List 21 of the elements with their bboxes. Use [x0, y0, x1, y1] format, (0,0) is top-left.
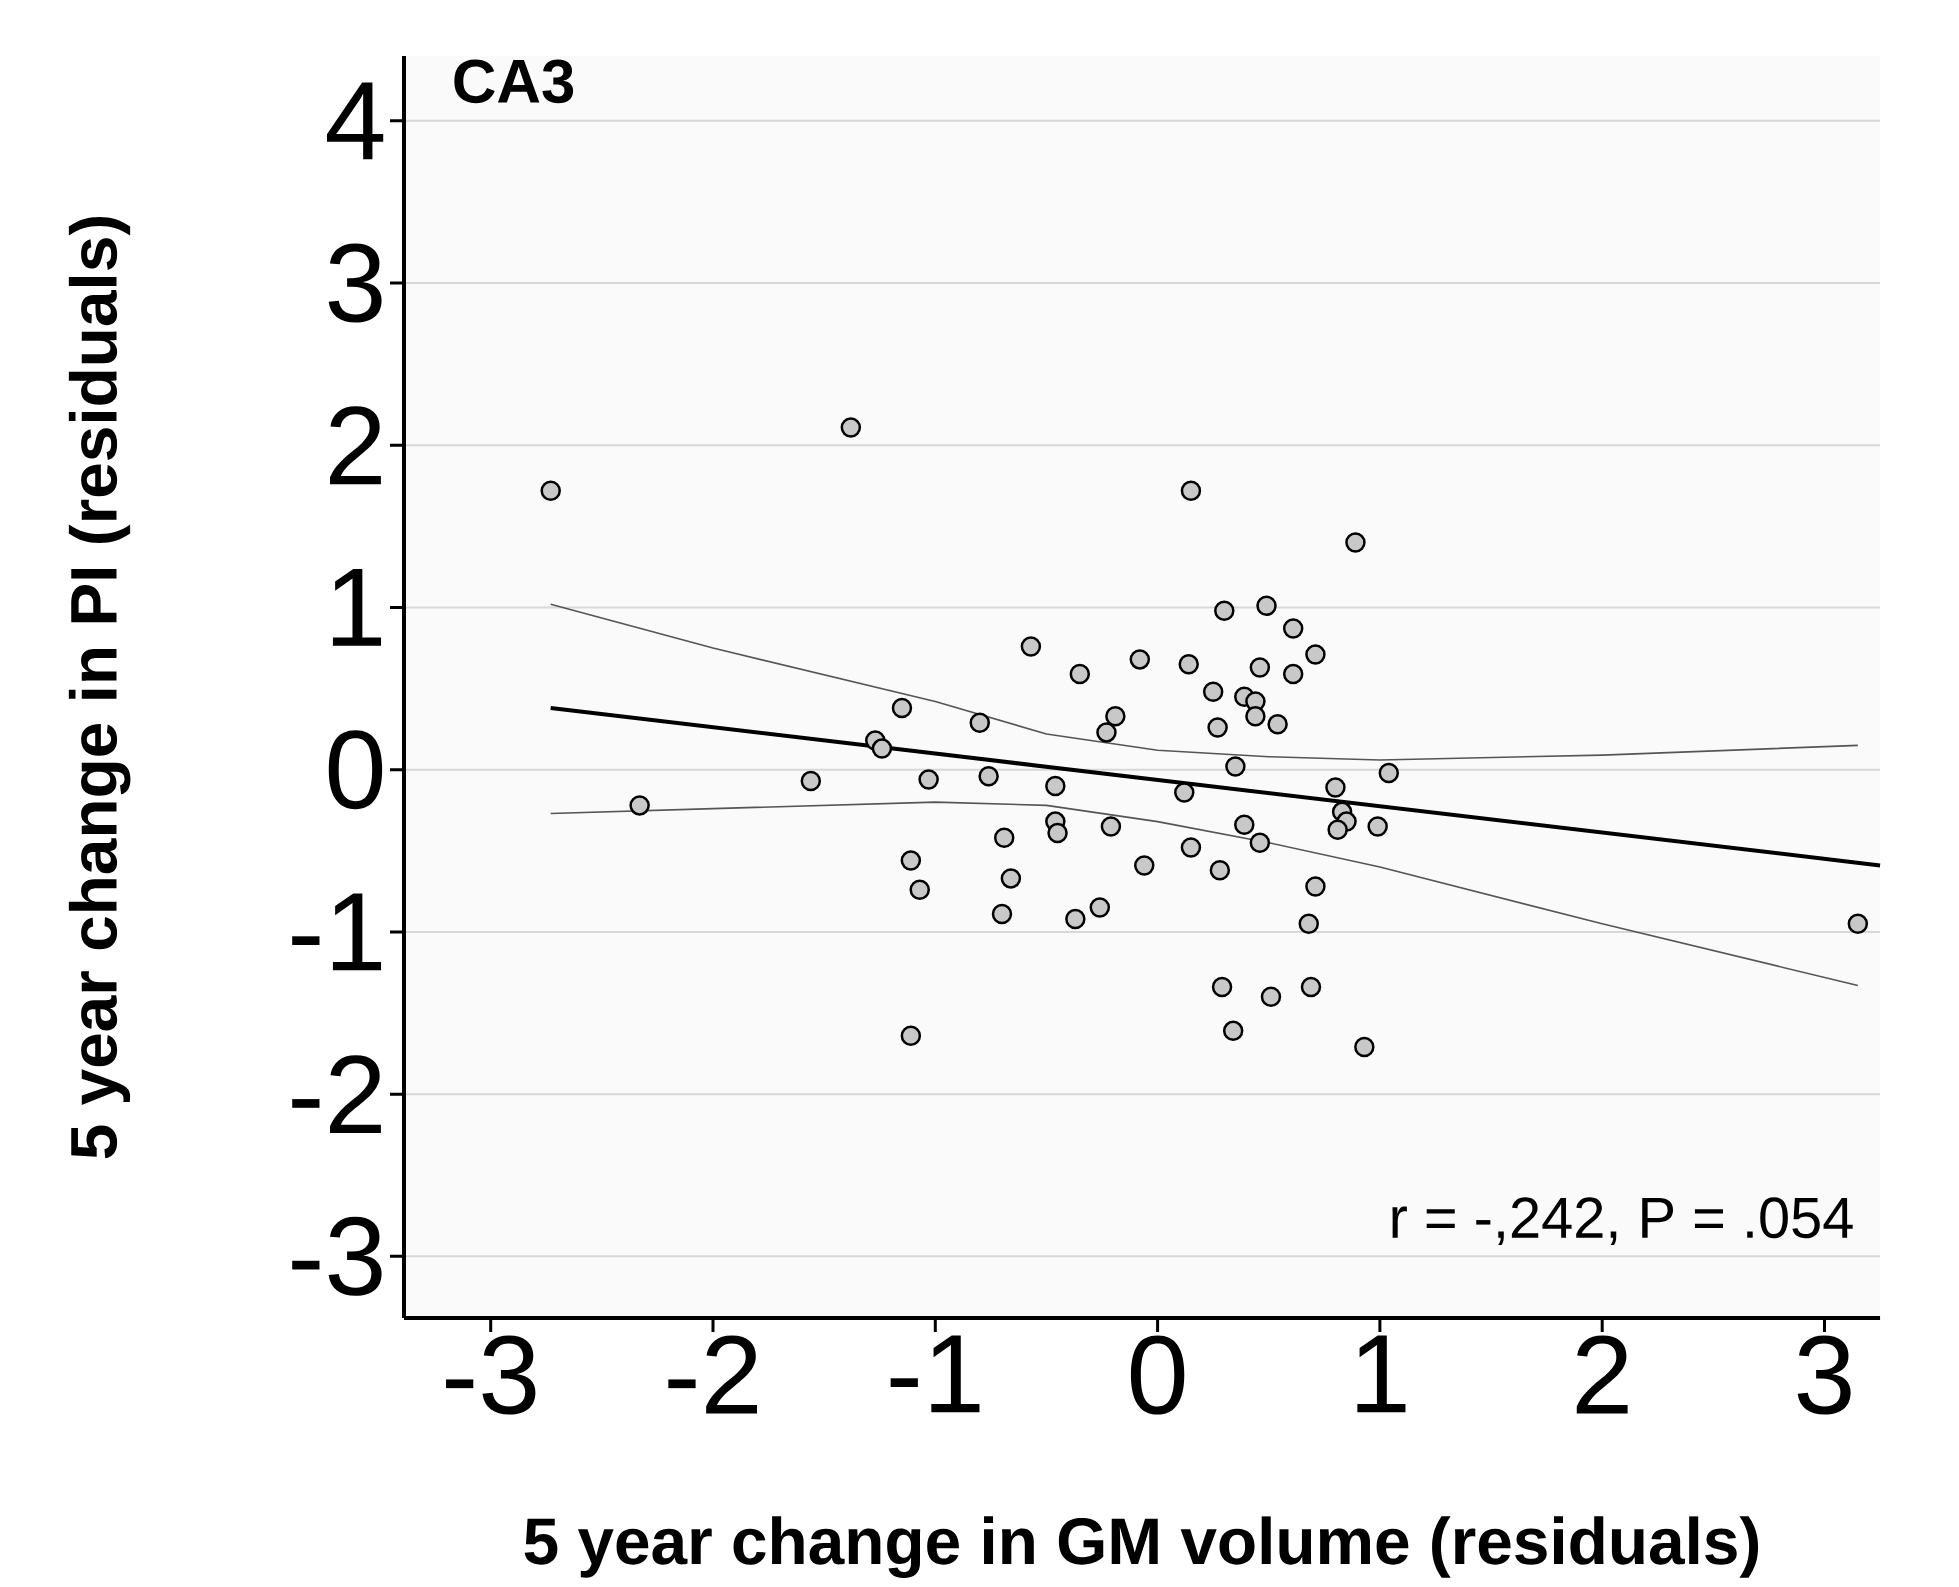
- y-tick-label: -1: [292, 893, 382, 971]
- y-tick-label: 0: [328, 730, 383, 810]
- line-series: [549, 603, 1859, 761]
- y-tick-label: 3: [328, 243, 382, 323]
- y-tick-label: 4: [326, 82, 384, 160]
- y-tick-label: -2: [292, 1055, 381, 1134]
- y-tick-label: 2: [330, 406, 381, 485]
- y-tick-label: 1: [332, 569, 382, 646]
- x-tick-label: -2: [668, 1335, 757, 1414]
- annotation: r = -,242, P = .054: [1392, 1197, 1853, 1246]
- x-axis-title: 5 year change in GM volume (residuals): [524, 1516, 1759, 1578]
- x-tick-label: -1: [890, 1335, 980, 1413]
- x-tick-label: 1: [1357, 1335, 1406, 1413]
- x-tick-label: 2: [1576, 1335, 1628, 1414]
- x-tick-label: 3: [1797, 1335, 1851, 1415]
- y-axis-title: 5 year change in PI (residuals): [68, 217, 131, 1159]
- x-tick-label: -3: [446, 1335, 536, 1415]
- line-series: [549, 801, 1859, 987]
- chart-title: CA3: [454, 59, 574, 104]
- y-tick-label: -3: [292, 1216, 382, 1296]
- x-tick-label: 0: [1130, 1335, 1185, 1415]
